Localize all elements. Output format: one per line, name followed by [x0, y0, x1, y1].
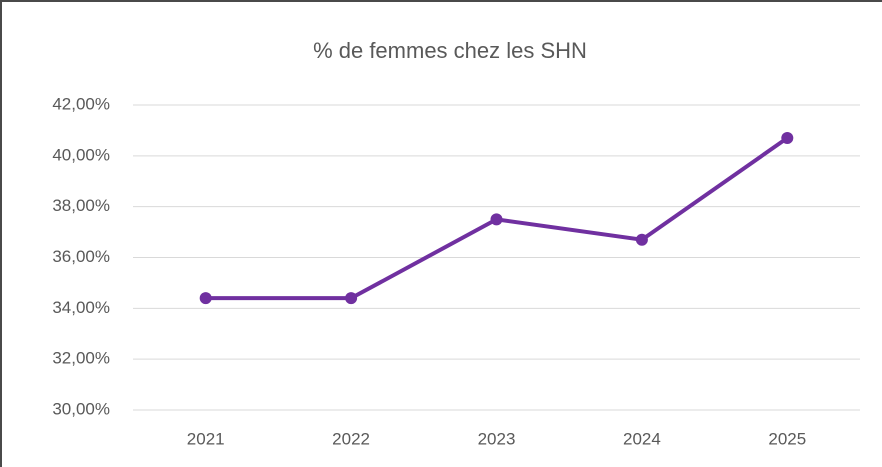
x-tick-label: 2023	[478, 429, 516, 448]
chart-title: % de femmes chez les SHN	[313, 38, 587, 63]
data-point	[345, 292, 358, 305]
x-tick-label: 2021	[187, 429, 225, 448]
x-tick-label: 2022	[332, 429, 370, 448]
data-point	[781, 132, 794, 145]
data-point	[199, 292, 212, 305]
y-tick-label: 30,00%	[52, 399, 110, 418]
x-tick-label: 2025	[768, 429, 806, 448]
y-tick-label: 32,00%	[52, 349, 110, 368]
data-point	[635, 233, 648, 246]
data-point	[490, 213, 503, 226]
y-tick-label: 40,00%	[52, 145, 110, 164]
y-tick-label: 36,00%	[52, 247, 110, 266]
x-tick-label: 2024	[623, 429, 661, 448]
y-tick-label: 42,00%	[52, 94, 110, 113]
y-tick-label: 34,00%	[52, 298, 110, 317]
y-tick-label: 38,00%	[52, 196, 110, 215]
